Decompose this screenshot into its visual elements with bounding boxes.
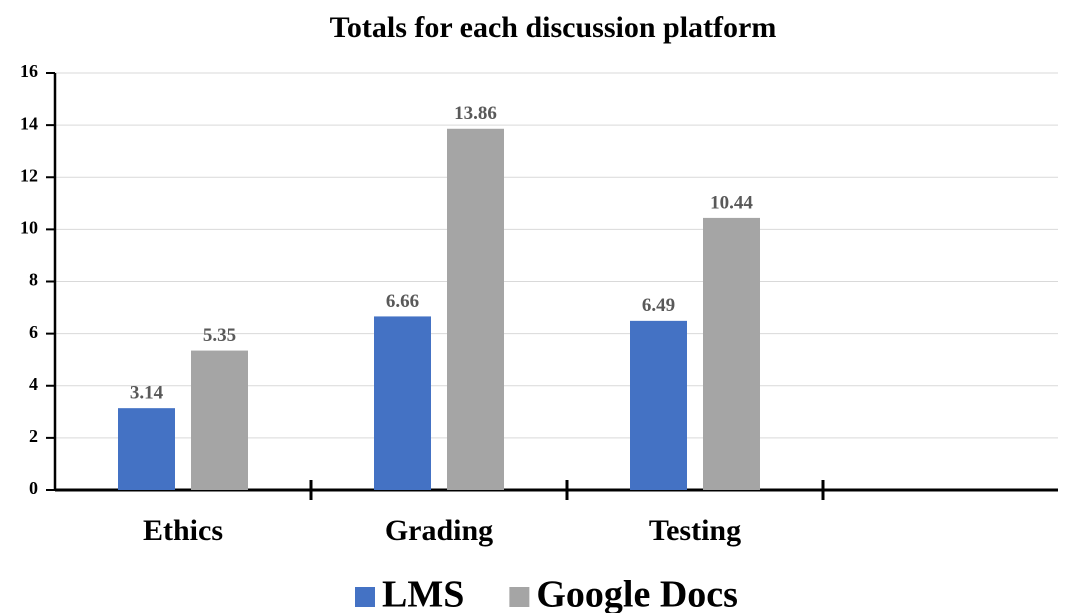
legend-swatch bbox=[355, 587, 375, 607]
y-tick-label: 8 bbox=[29, 270, 38, 290]
bar bbox=[191, 350, 248, 490]
bar bbox=[447, 128, 504, 490]
data-label: 13.86 bbox=[454, 103, 497, 124]
bar bbox=[374, 316, 431, 490]
x-tick-label: Grading bbox=[385, 514, 493, 547]
data-label: 6.66 bbox=[386, 291, 419, 312]
legend-swatch bbox=[509, 587, 530, 607]
bar bbox=[703, 217, 760, 490]
y-tick-label: 0 bbox=[29, 478, 38, 498]
y-tick-label: 14 bbox=[20, 113, 38, 133]
legend-label: Google Docs bbox=[536, 574, 738, 613]
y-tick-label: 6 bbox=[29, 322, 38, 342]
y-tick-label: 12 bbox=[20, 165, 38, 185]
x-tick-label: Ethics bbox=[143, 514, 223, 547]
data-label: 3.14 bbox=[130, 383, 164, 404]
data-label: 6.49 bbox=[642, 295, 675, 316]
legend-label: LMS bbox=[382, 574, 464, 613]
bar bbox=[630, 320, 687, 490]
y-tick-label: 16 bbox=[20, 61, 38, 81]
y-tick-label: 10 bbox=[20, 218, 38, 238]
y-tick-label: 2 bbox=[29, 426, 38, 446]
data-label: 10.44 bbox=[710, 192, 753, 213]
y-tick-label: 4 bbox=[29, 374, 38, 394]
bar bbox=[118, 408, 175, 490]
chart-title: Totals for each discussion platform bbox=[330, 11, 777, 44]
x-tick-label: Testing bbox=[649, 514, 741, 547]
data-label: 5.35 bbox=[203, 325, 236, 346]
